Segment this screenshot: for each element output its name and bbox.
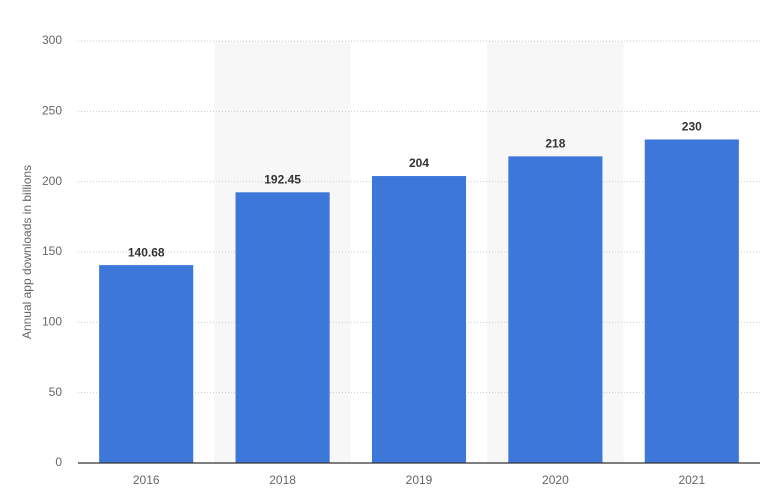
y-tick-label: 150 — [42, 244, 62, 258]
bar — [99, 265, 194, 463]
x-tick-label: 2020 — [542, 473, 569, 487]
bar — [644, 139, 739, 463]
value-label: 218 — [545, 137, 565, 151]
bar — [235, 192, 330, 464]
bar — [508, 156, 603, 463]
x-tick-label: 2021 — [678, 473, 705, 487]
y-axis-label: Annual app downloads in billions — [20, 165, 34, 339]
bar — [371, 176, 467, 464]
y-tick-label: 0 — [55, 455, 62, 469]
x-tick-label: 2019 — [406, 473, 433, 487]
y-tick-label: 300 — [42, 33, 62, 47]
x-tick-label: 2016 — [133, 473, 160, 487]
value-label: 204 — [409, 156, 429, 170]
y-tick-label: 50 — [49, 385, 63, 399]
y-tick-label: 200 — [42, 174, 62, 188]
value-label: 140.68 — [128, 245, 165, 259]
value-label: 192.45 — [264, 172, 301, 186]
x-tick-label: 2018 — [269, 473, 296, 487]
y-tick-label: 250 — [42, 104, 62, 118]
y-tick-label: 100 — [42, 315, 62, 329]
value-label: 230 — [682, 120, 702, 134]
